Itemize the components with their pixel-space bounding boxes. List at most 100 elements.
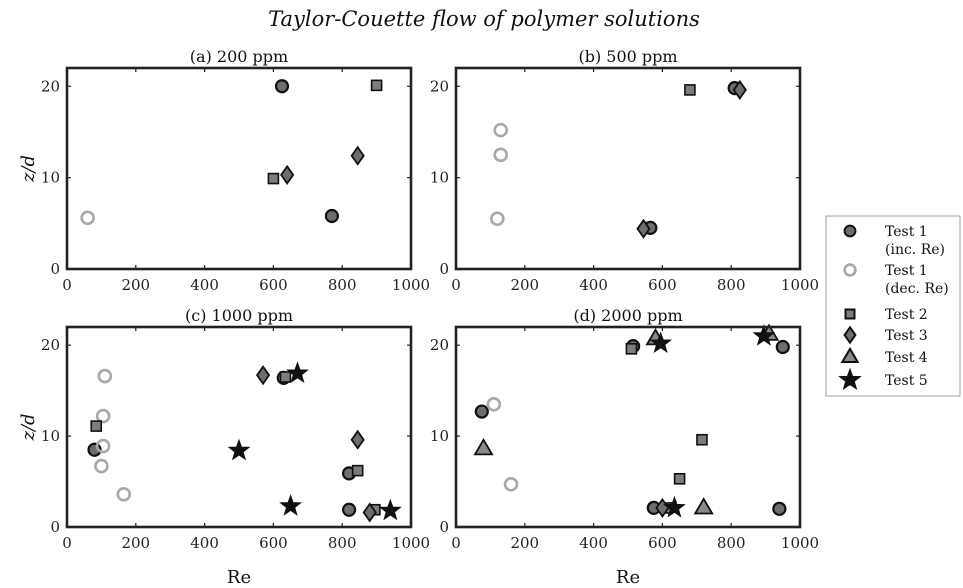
data-point xyxy=(279,371,292,383)
legend-label: Test 3 xyxy=(885,328,928,344)
legend-label: Test 5 xyxy=(885,373,928,389)
legend-label-sub: (dec. Re) xyxy=(885,281,949,297)
x-tick-label: 0 xyxy=(451,534,461,552)
legend-box xyxy=(825,215,961,397)
x-tick-label: 200 xyxy=(121,276,150,294)
data-point xyxy=(649,331,673,354)
x-tick-label: 0 xyxy=(62,534,72,552)
data-point xyxy=(673,473,686,485)
data-point xyxy=(772,501,787,516)
x-tick-label: 0 xyxy=(62,276,72,294)
axes-frame xyxy=(454,66,802,271)
x-tick-label: 600 xyxy=(648,534,677,552)
x-tick-label: 1000 xyxy=(781,534,819,552)
panel-title: (c) 1000 ppm xyxy=(185,306,293,325)
y-tick-label: 20 xyxy=(430,77,449,95)
y-tick-label: 20 xyxy=(41,336,60,354)
data-point xyxy=(350,145,365,166)
axes-frame xyxy=(454,325,802,529)
y-axis-label: z/d xyxy=(18,413,39,441)
x-tick-label: 800 xyxy=(717,276,746,294)
data-point xyxy=(90,420,103,432)
x-tick-label: 1000 xyxy=(392,534,430,552)
data-point xyxy=(227,438,251,461)
data-point xyxy=(80,210,95,226)
legend-marker xyxy=(844,308,856,320)
x-tick-label: 800 xyxy=(717,534,746,552)
data-point xyxy=(625,343,638,355)
x-tick-label: 600 xyxy=(259,534,288,552)
data-point xyxy=(341,502,357,517)
data-point xyxy=(693,497,714,515)
y-tick-label: 0 xyxy=(439,260,449,278)
data-point xyxy=(732,79,747,100)
x-tick-label: 1000 xyxy=(392,276,430,294)
data-point xyxy=(370,79,383,92)
legend-marker xyxy=(843,224,857,238)
x-tick-label: 400 xyxy=(190,276,219,294)
legend-marker xyxy=(840,346,860,364)
data-point xyxy=(255,365,271,386)
data-point xyxy=(116,486,132,502)
data-point xyxy=(378,498,402,521)
data-point xyxy=(324,208,339,224)
data-point xyxy=(286,361,309,384)
legend-marker xyxy=(843,325,857,345)
x-tick-label: 400 xyxy=(579,534,608,552)
data-point xyxy=(95,438,111,454)
data-point xyxy=(350,429,365,450)
figure-title: Taylor-Couette flow of polymer solutions xyxy=(268,7,700,31)
x-tick-label: 800 xyxy=(328,534,357,552)
x-tick-label: 600 xyxy=(648,276,677,294)
y-tick-label: 20 xyxy=(430,336,449,354)
x-axis-label: Re xyxy=(227,567,251,588)
data-point xyxy=(752,324,776,346)
y-axis-label: z/d xyxy=(18,155,39,183)
data-point xyxy=(493,122,509,138)
panel-4: (d) 2000 ppm 0 200 400 600 800 1000 0 10 20 Re xyxy=(430,306,819,588)
legend-label: Test 2 xyxy=(885,307,928,323)
x-tick-label: 800 xyxy=(328,276,357,294)
data-point xyxy=(473,438,494,456)
data-point xyxy=(474,404,489,419)
data-point xyxy=(663,495,686,518)
panel-3: (c) 1000 ppm 0 200 400 600 800 1000 0 10 20 z/d Re xyxy=(18,306,430,588)
panel-title: (a) 200 ppm xyxy=(190,47,288,66)
data-point xyxy=(503,476,519,492)
y-tick-label: 20 xyxy=(41,77,60,95)
panel-title: (d) 2000 ppm xyxy=(573,306,682,325)
data-point xyxy=(97,368,113,384)
x-axis-label: Re xyxy=(616,567,640,588)
data-point xyxy=(655,497,670,518)
data-point xyxy=(351,464,364,477)
y-tick-label: 0 xyxy=(50,518,60,536)
y-tick-label: 0 xyxy=(50,260,60,278)
axes-frame xyxy=(65,325,413,529)
y-tick-label: 10 xyxy=(41,169,60,187)
y-tick-label: 10 xyxy=(41,427,60,445)
x-tick-label: 200 xyxy=(121,534,150,552)
x-tick-label: 0 xyxy=(451,276,461,294)
legend: Test 1 (inc. Re) Test 1 (dec. Re) Test 2 Test… xyxy=(825,215,961,397)
data-point xyxy=(267,172,280,185)
legend-marker xyxy=(843,263,857,277)
legend-marker xyxy=(838,367,862,391)
data-point xyxy=(493,147,509,163)
axes-frame xyxy=(65,66,413,271)
data-point xyxy=(94,458,109,474)
legend-label-sub: (inc. Re) xyxy=(885,242,945,258)
data-point xyxy=(362,502,377,523)
data-point xyxy=(684,84,696,96)
data-point xyxy=(775,339,790,355)
y-tick-label: 10 xyxy=(430,427,449,445)
data-point xyxy=(636,218,651,239)
legend-label: Test 1 xyxy=(885,224,928,240)
y-tick-label: 10 xyxy=(430,169,449,187)
data-point xyxy=(489,211,505,227)
panel-title: (b) 500 ppm xyxy=(578,47,677,66)
data-point xyxy=(696,433,708,446)
x-tick-label: 400 xyxy=(579,276,608,294)
data-point xyxy=(280,164,295,185)
